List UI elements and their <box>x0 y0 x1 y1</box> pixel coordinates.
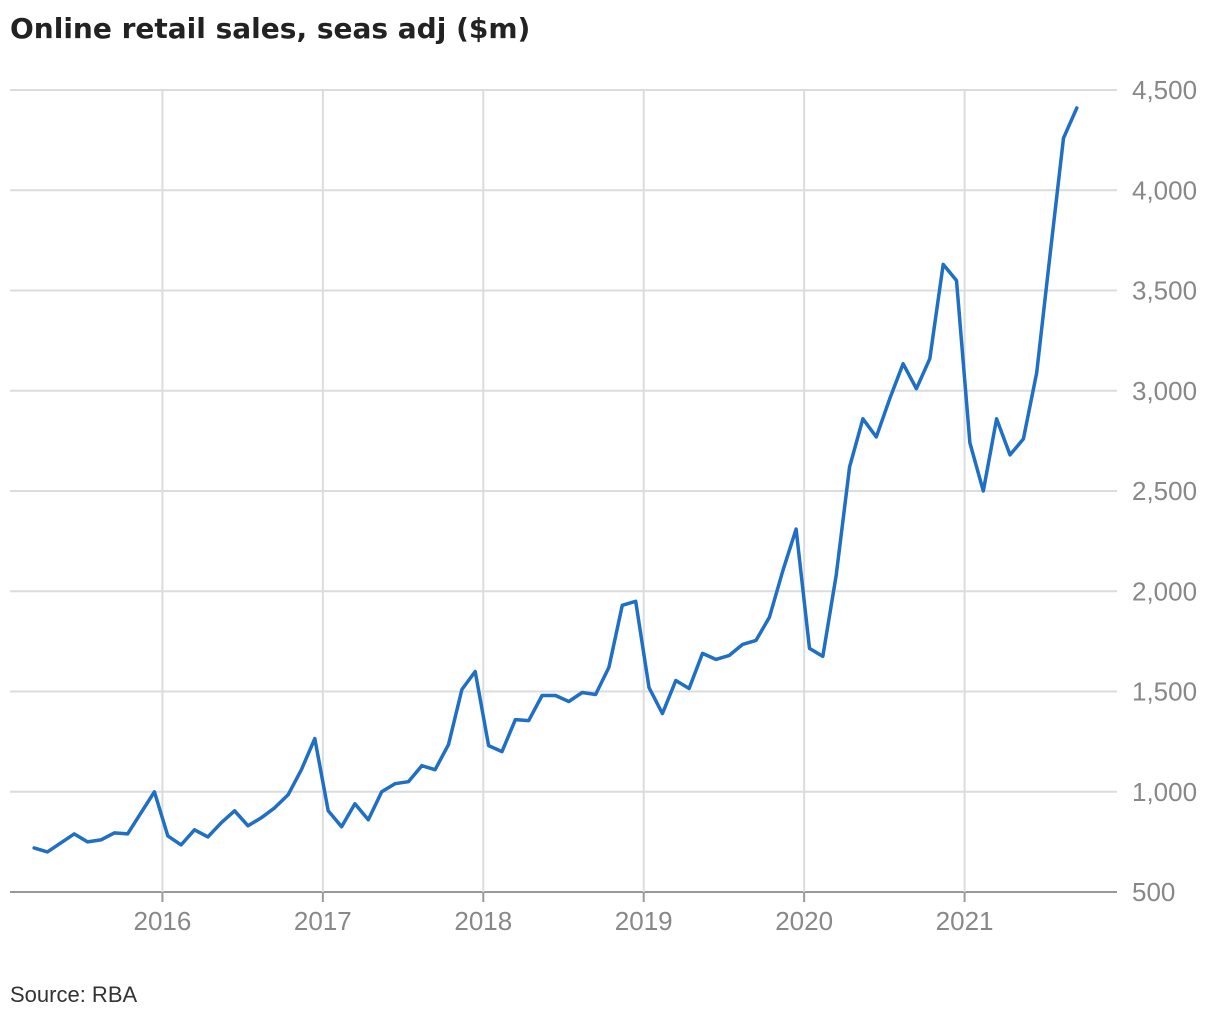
y-tick-label: 1,000 <box>1132 777 1197 807</box>
chart-source: Source: RBA <box>10 982 138 1007</box>
y-tick-label: 2,000 <box>1132 576 1197 606</box>
series-line <box>32 106 1079 854</box>
y-tick-label: 3,000 <box>1132 376 1197 406</box>
y-tick-label: 4,500 <box>1132 75 1197 105</box>
x-tick-label: 2018 <box>454 906 512 936</box>
y-tick-label: 4,000 <box>1132 175 1197 205</box>
x-tick-label: 2021 <box>936 906 994 936</box>
x-tick-label: 2017 <box>294 906 352 936</box>
y-tick-label: 500 <box>1132 877 1175 907</box>
chart-title: Online retail sales, seas adj ($m) <box>10 12 531 45</box>
x-tick-label: 2016 <box>133 906 191 936</box>
y-tick-label: 2,500 <box>1132 476 1197 506</box>
y-tick-label: 1,500 <box>1132 677 1197 707</box>
x-tick-label: 2019 <box>615 906 673 936</box>
y-tick-label: 3,500 <box>1132 276 1197 306</box>
x-tick-label: 2020 <box>775 906 833 936</box>
